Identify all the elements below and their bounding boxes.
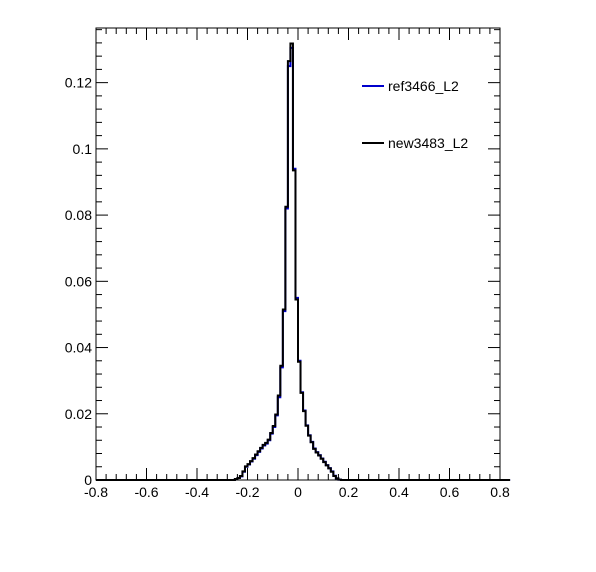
y-tick-label: 0.04: [65, 340, 92, 356]
x-tick-label: 0: [294, 484, 302, 500]
y-tick-label: 0: [84, 472, 92, 488]
y-tick-label: 0.12: [65, 75, 92, 91]
x-tick-label: 0.2: [339, 484, 359, 500]
x-tick-label: -0.6: [134, 484, 158, 500]
x-tick-label: -0.4: [185, 484, 209, 500]
y-tick-label: 0.1: [73, 141, 93, 157]
y-tick-label: 0.02: [65, 406, 92, 422]
x-tick-label: 0.4: [389, 484, 409, 500]
legend-label-1: new3483_L2: [388, 135, 468, 151]
x-tick-label: 0.8: [490, 484, 510, 500]
x-tick-label: 0.6: [440, 484, 460, 500]
x-tick-label: -0.8: [84, 484, 108, 500]
y-tick-label: 0.08: [65, 207, 92, 223]
y-tick-label: 0.06: [65, 273, 92, 289]
labels-layer: -0.8 -0.6 -0.4 -0.2 0 0.2 0.4 0.6 0.8 0 0.02 0.04 0.…: [65, 75, 510, 500]
ticks-layer: [95, 28, 501, 481]
legend-label-0: ref3466_L2: [388, 78, 459, 94]
x-tick-label: -0.2: [235, 484, 259, 500]
legend: ref3466_L2 new3483_L2: [362, 78, 468, 151]
